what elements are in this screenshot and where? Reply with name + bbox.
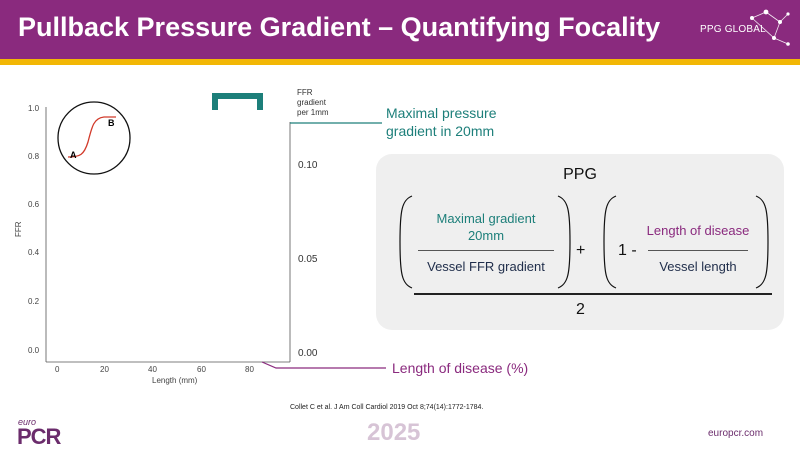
ppg-formula-title: PPG [563,166,597,183]
right-fraction-bar [648,250,748,251]
y-tick-label: 0.2 [28,297,40,306]
ppg-formula-box: PPG Maximal gradient 20mm Vessel FFR gra… [376,154,784,330]
right-axis-title-line: per 1mm [297,108,329,117]
y-tick-label: 1.0 [28,104,40,113]
citation: Collet C et al. J Am Coll Cardiol 2019 O… [290,404,484,411]
inset-label-a: A [70,150,77,160]
one-minus-operator: 1 - [618,242,637,259]
network-logo-icon [750,9,790,46]
divisor: 2 [576,301,585,318]
y-tick-label: 0.6 [28,200,40,209]
left-fraction-bar [418,250,554,251]
right-axis-title-line: FFR [297,88,313,97]
formula-parentheses [399,195,769,289]
header-bar [0,0,800,59]
x-tick-label: 0 [55,365,60,374]
inset-label-b: B [108,118,115,128]
right-tick-label: 0.00 [298,348,318,359]
x-tick-label: 40 [148,365,157,374]
right-numerator: Length of disease [646,223,750,238]
ppg-global-logo-text: PPG GLOBAL [700,24,766,35]
x-tick-label: 60 [197,365,206,374]
right-denominator: Vessel length [659,259,737,274]
x-axis-label: Length (mm) [152,376,198,385]
y-tick-label: 0.4 [28,248,40,257]
x-tick-label: 80 [245,365,254,374]
europcr-logo: PCR [17,424,61,449]
europcr-logo-small: euro [18,417,37,427]
pullback-inset-icon [57,101,131,175]
website-link[interactable]: europcr.com [708,428,764,439]
slide-title: Pullback Pressure Gradient – Quantifying… [18,12,661,42]
y-tick-label: 0.8 [28,152,40,161]
max-gradient-annotation: Maximal pressure gradient in 20mm [386,105,497,139]
x-tick-label: 20 [100,365,109,374]
right-tick-label: 0.10 [298,160,318,171]
right-tick-label: 0.05 [298,254,318,265]
length-of-disease-annotation: Length of disease (%) [392,360,529,376]
main-fraction-bar [414,293,772,295]
max-gradient-bracket [212,93,263,110]
right-axis-title-line: gradient [297,98,326,107]
left-numerator: Maximal gradient 20mm [436,211,536,243]
left-denominator: Vessel FFR gradient [427,259,545,274]
plus-operator: + [576,242,586,259]
y-tick-label: 0.0 [28,346,40,355]
header-stripe [0,59,800,65]
year-label: 2025 [367,419,421,446]
